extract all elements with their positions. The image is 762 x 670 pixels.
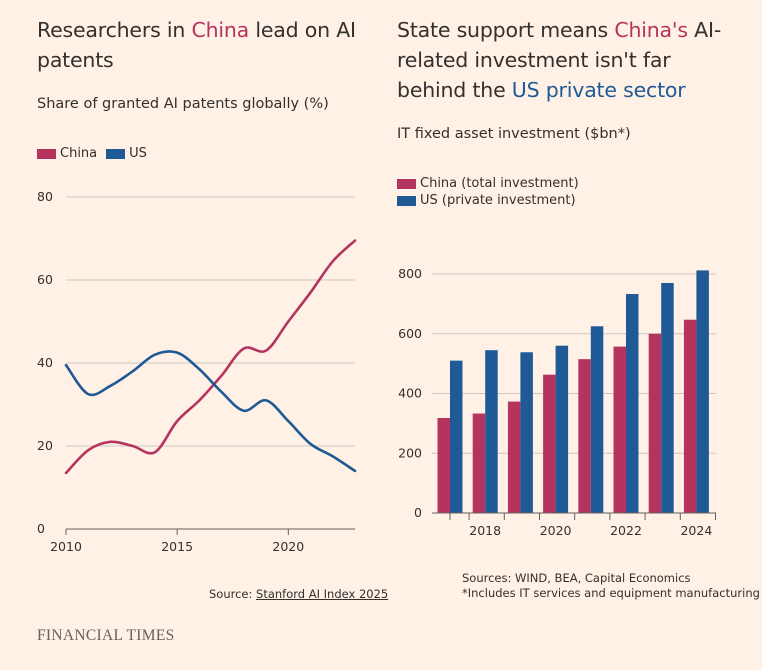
bar-x-tick-label-2022: 2022 [610, 523, 642, 538]
line-y-tick-label-60: 60 [37, 272, 53, 287]
legend-label-china-investment: China (total investment) [420, 176, 579, 191]
legend-swatch-us-investment [397, 195, 416, 206]
bar-us-2022 [626, 294, 639, 513]
right-source: Sources: WIND, BEA, Capital Economics *I… [462, 571, 760, 601]
line-x-tick-label-2015: 2015 [161, 539, 193, 554]
right-chart-subtitle: IT fixed asset investment ($bn*) [397, 126, 631, 142]
bar-us-2017 [450, 360, 463, 513]
bar-us-2021 [590, 326, 604, 513]
bar-china-2017 [437, 417, 450, 513]
left-title-text: Researchers in [37, 18, 192, 42]
line-x-tick-label-2020: 2020 [272, 539, 304, 554]
right-title-china-highlight: China's [614, 18, 688, 42]
legend-swatch-us [106, 148, 126, 159]
right-title-us-highlight: US private sector [511, 78, 686, 102]
bar-y-tick-label-400: 400 [398, 386, 422, 401]
bar-y-tick-label-800: 800 [398, 266, 422, 281]
right-title-text-mid: AI-related investment isn't far behind t… [397, 18, 722, 102]
left-legend: China US [37, 146, 147, 161]
line-series-us [64, 350, 357, 473]
bar-us-2024 [696, 270, 709, 513]
bar-y-tick-label-0: 0 [414, 505, 422, 520]
bar-x-tick-label-2024: 2024 [680, 523, 712, 538]
line-y-tick-label-0: 0 [37, 521, 45, 536]
right-legend-china: China (total investment) [397, 176, 579, 191]
bar-y-tick-label-200: 200 [398, 445, 422, 460]
line-y-tick-label-40: 40 [37, 355, 53, 370]
legend-label-china: China [60, 146, 98, 161]
stanford-source-link[interactable]: Stanford AI Index 2025 [256, 587, 389, 601]
left-source: Source: Stanford AI Index 2025 [209, 587, 388, 602]
bar-china-2023 [648, 333, 662, 513]
line-y-tick-label-20: 20 [37, 438, 53, 453]
bar-x-tick-label-2018: 2018 [469, 523, 501, 538]
right-chart-title: State support means China's AI-related i… [397, 15, 742, 105]
left-title-text-end: lead on AI patents [37, 18, 356, 72]
right-source-line1: Sources: WIND, BEA, Capital Economics [462, 571, 691, 585]
left-chart-title: Researchers in China lead on AI patents [37, 15, 357, 75]
bar-us-2018 [485, 350, 498, 513]
bar-x-tick-label-2020: 2020 [540, 523, 572, 538]
bar-us-2019 [520, 352, 533, 513]
ft-logo: FINANCIAL TIMES [37, 627, 175, 644]
line-x-tick-label-2010: 2010 [50, 539, 82, 554]
legend-label-us-investment: US (private investment) [420, 193, 576, 208]
line-y-tick-label-80: 80 [37, 189, 53, 204]
legend-swatch-china [37, 148, 56, 159]
bar-china-2024 [683, 319, 697, 513]
bar-china-2020 [543, 374, 556, 513]
line-series-china [64, 239, 357, 475]
legend-label-us: US [129, 146, 147, 161]
left-title-china-highlight: China [191, 18, 250, 42]
legend-swatch-china-investment [397, 178, 416, 189]
bar-china-2022 [613, 346, 626, 513]
bar-us-2020 [555, 345, 569, 513]
bar-china-2021 [578, 359, 591, 513]
bar-us-2023 [661, 282, 674, 513]
bar-china-2019 [507, 401, 521, 513]
left-source-prefix: Source: [209, 587, 257, 601]
right-title-text: State support means [397, 18, 615, 42]
right-source-footnote: *Includes IT services and equipment manu… [462, 586, 760, 600]
right-legend-us: US (private investment) [397, 193, 576, 208]
left-chart-subtitle: Share of granted AI patents globally (%) [37, 96, 329, 112]
bar-china-2018 [472, 413, 486, 513]
bar-y-tick-label-600: 600 [398, 326, 422, 341]
